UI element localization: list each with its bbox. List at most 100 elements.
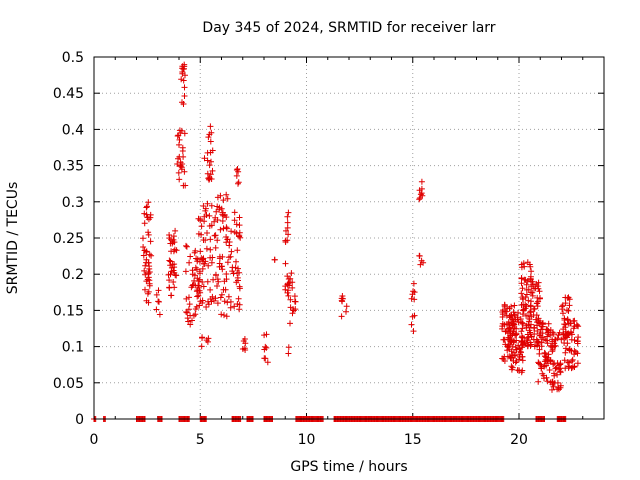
data-point — [554, 379, 561, 386]
data-point — [560, 326, 567, 333]
data-point — [220, 225, 227, 232]
data-point — [179, 148, 186, 154]
data-point — [168, 248, 175, 255]
data-point — [220, 212, 227, 219]
data-point — [204, 230, 210, 236]
data-point — [189, 267, 196, 274]
data-point — [235, 179, 242, 186]
data-point — [500, 336, 507, 343]
data-point — [505, 334, 512, 341]
data-point — [523, 281, 530, 288]
data-point — [562, 345, 569, 352]
data-point — [201, 155, 208, 162]
data-point — [242, 340, 249, 347]
data-point — [218, 291, 225, 298]
data-point — [141, 247, 148, 254]
data-point — [290, 306, 296, 312]
data-point — [141, 220, 148, 227]
data-point — [499, 325, 506, 332]
data-point — [518, 280, 525, 287]
data-point — [520, 301, 527, 308]
data-point — [231, 209, 238, 216]
data-point — [234, 270, 241, 277]
data-point — [567, 320, 574, 327]
data-point — [220, 197, 227, 204]
data-point — [558, 336, 565, 343]
data-point — [550, 383, 557, 390]
data-point — [203, 304, 210, 310]
data-point — [570, 325, 577, 332]
y-tick-label: 0.45 — [53, 86, 84, 102]
data-point — [207, 123, 214, 130]
data-point — [204, 200, 211, 207]
data-point — [418, 178, 425, 185]
data-point — [233, 279, 240, 286]
data-point — [236, 233, 243, 240]
data-point — [519, 325, 526, 332]
data-point — [144, 214, 151, 221]
data-point — [182, 72, 188, 79]
data-point — [207, 246, 214, 253]
y-tick-label: 0.25 — [53, 231, 84, 247]
data-point — [214, 300, 221, 307]
data-point — [181, 84, 188, 91]
data-point — [562, 365, 569, 372]
data-point — [204, 278, 211, 285]
data-point — [194, 293, 201, 300]
data-point — [507, 312, 514, 319]
data-point — [562, 321, 569, 328]
data-point — [156, 311, 163, 318]
data-point — [552, 342, 559, 349]
data-point — [166, 257, 173, 264]
data-point — [145, 231, 152, 238]
data-point — [264, 359, 271, 366]
data-point — [180, 153, 187, 160]
data-point — [187, 321, 194, 328]
data-point — [530, 312, 537, 318]
data-point — [566, 296, 573, 303]
data-point — [221, 278, 228, 285]
data-point — [549, 346, 556, 353]
data-point — [181, 93, 188, 99]
data-point — [562, 300, 569, 307]
x-tick-label: 20 — [510, 432, 528, 448]
data-point — [499, 309, 506, 315]
data-point — [538, 365, 545, 372]
data-point — [508, 354, 515, 361]
data-point — [410, 288, 417, 295]
data-point — [183, 309, 190, 315]
data-point — [213, 272, 219, 279]
data-point — [562, 294, 569, 301]
data-point — [198, 223, 205, 230]
data-point — [207, 236, 214, 243]
data-point — [189, 317, 195, 324]
data-point — [514, 314, 521, 321]
data-point — [568, 336, 575, 343]
data-point — [223, 271, 230, 277]
data-point — [217, 294, 224, 301]
data-point — [207, 286, 214, 293]
data-point — [142, 286, 148, 293]
data-point — [145, 229, 152, 236]
data-point — [214, 283, 220, 289]
data-point — [199, 335, 205, 341]
data-point — [564, 307, 570, 314]
data-point — [291, 293, 298, 300]
data-point — [203, 212, 210, 218]
data-point — [235, 168, 242, 175]
data-point — [170, 279, 177, 285]
data-point — [166, 284, 173, 291]
data-point — [568, 347, 575, 354]
data-point — [193, 255, 200, 262]
data-point — [142, 262, 149, 269]
data-point — [175, 155, 181, 162]
data-point — [143, 278, 150, 285]
data-point — [549, 386, 555, 393]
data-point — [535, 378, 542, 385]
data-point — [205, 262, 212, 269]
data-point — [518, 290, 525, 297]
chart-title: Day 345 of 2024, SRMTID for receiver lar… — [202, 20, 495, 36]
data-point — [261, 346, 268, 353]
data-point — [186, 294, 192, 301]
data-point — [549, 378, 556, 385]
